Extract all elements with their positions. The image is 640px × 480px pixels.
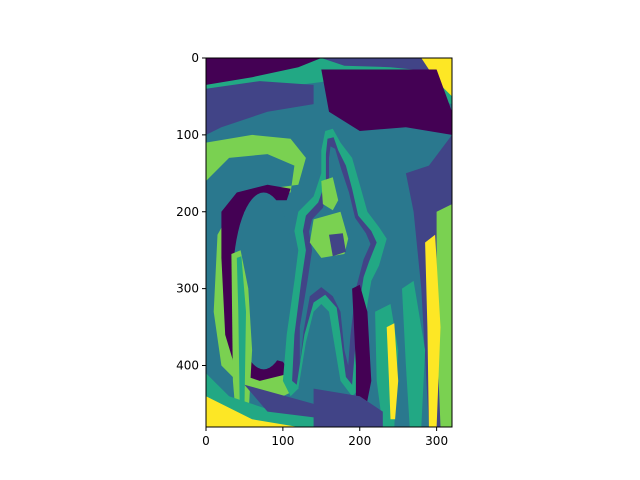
y-axis: 0 100 200 300 400 (176, 51, 206, 373)
region-right-yellow-strip (425, 234, 441, 427)
x-tick-label: 0 (202, 434, 210, 448)
region-lower-mid-dark (352, 284, 372, 420)
region-bottom-left-dark (244, 384, 329, 420)
region-lower-right-yellow (386, 323, 399, 420)
y-tick-label: 200 (176, 205, 199, 219)
region-bottom-mid-band (313, 388, 383, 427)
y-tick-label: 0 (191, 51, 199, 65)
x-axis: 0 100 200 300 (202, 427, 448, 448)
region-right-light (436, 204, 452, 427)
figure-body (299, 146, 371, 366)
heatmap-image (206, 58, 452, 427)
y-tick-label: 100 (176, 128, 199, 142)
region-top-left-dark (206, 58, 322, 85)
axes-frame (205, 57, 453, 428)
figure-torso-dark (329, 233, 346, 257)
region-upper-left-band (206, 81, 314, 135)
y-tick-label: 400 (176, 359, 199, 373)
region-right-green-strip (402, 280, 426, 427)
region-left-strip-inner (236, 256, 246, 412)
y-tick-label: 300 (176, 282, 199, 296)
figure-head-light (321, 177, 339, 211)
x-tick-label: 200 (348, 434, 371, 448)
region-upper-dark-band (321, 69, 452, 135)
region-bottom-left-yellow (206, 396, 299, 427)
x-tick-label: 100 (271, 434, 294, 448)
x-tick-label: 300 (425, 434, 448, 448)
